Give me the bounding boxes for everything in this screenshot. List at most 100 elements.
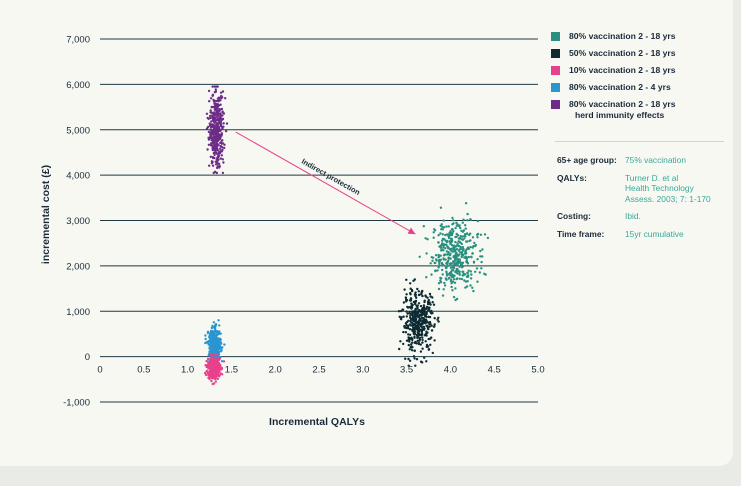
data-point [416, 339, 419, 342]
data-point [445, 225, 448, 228]
data-point [450, 285, 453, 289]
data-point [211, 85, 214, 88]
data-point [216, 364, 219, 367]
data-point [437, 320, 440, 323]
data-point [456, 263, 459, 267]
data-point [219, 141, 223, 144]
series-cloud [397, 278, 440, 367]
data-point [449, 234, 452, 237]
data-point [472, 245, 475, 248]
data-point [444, 258, 447, 261]
data-point [461, 221, 464, 224]
data-point [479, 255, 482, 258]
data-point [427, 348, 430, 351]
legend-item: 80% vaccination 2 - 18 yrs herd immunity… [551, 99, 731, 121]
y-tick-label: 2,000 [66, 261, 90, 272]
data-point [451, 289, 454, 292]
data-point [465, 285, 469, 288]
data-point [212, 359, 215, 362]
data-point [219, 99, 222, 102]
data-point [425, 334, 428, 337]
data-point [401, 308, 405, 311]
data-point [402, 301, 406, 304]
legend-label: 10% vaccination 2 - 18 yrs [569, 65, 676, 75]
data-point [405, 320, 409, 324]
data-point [404, 357, 407, 360]
data-point [459, 226, 462, 230]
data-point [445, 278, 448, 281]
data-point [406, 312, 409, 315]
data-point [437, 234, 440, 237]
data-point [415, 358, 419, 361]
data-point [212, 124, 216, 127]
data-point [217, 361, 221, 365]
data-point [220, 94, 223, 98]
data-point [213, 153, 216, 157]
data-point [459, 261, 462, 264]
data-point [474, 270, 477, 273]
data-point [215, 171, 218, 175]
data-point [222, 125, 225, 128]
data-point [205, 112, 209, 116]
data-point [416, 306, 419, 310]
data-point [213, 120, 216, 124]
data-point [476, 219, 480, 223]
data-point [217, 332, 220, 336]
data-point [399, 309, 403, 313]
data-point [404, 300, 408, 303]
data-point [210, 333, 213, 336]
data-point [461, 254, 464, 257]
data-point [447, 247, 450, 250]
annotation-label: Indirect protection [300, 157, 362, 198]
data-point [451, 228, 454, 231]
data-point [218, 166, 221, 169]
data-point [207, 89, 211, 93]
data-point [218, 152, 221, 155]
data-point [208, 365, 212, 369]
info-row: Time frame: 15yr cumulative [557, 229, 727, 240]
data-point [208, 347, 211, 350]
data-point [212, 105, 215, 109]
data-point [447, 225, 450, 228]
data-point [215, 142, 218, 145]
data-point [430, 273, 433, 276]
data-point [207, 143, 211, 146]
data-point [454, 270, 458, 273]
data-point [452, 229, 455, 233]
data-point [211, 160, 214, 164]
data-point [220, 154, 223, 157]
data-point [473, 241, 476, 245]
data-point [213, 326, 217, 330]
data-point [455, 277, 458, 281]
data-point [433, 339, 436, 342]
y-tick-label: 0 [85, 352, 90, 363]
data-point [216, 357, 220, 360]
data-point [417, 290, 420, 293]
data-point [449, 274, 452, 277]
legend-label: 80% vaccination 2 - 18 yrs herd immunity… [569, 99, 676, 121]
data-point [414, 364, 417, 367]
legend-divider [555, 141, 724, 142]
data-point [419, 304, 423, 308]
data-point [214, 360, 217, 363]
data-point [452, 278, 456, 281]
data-point [418, 293, 421, 296]
data-point [428, 292, 432, 296]
data-point [429, 322, 432, 326]
data-point [421, 294, 424, 298]
data-point [439, 281, 443, 284]
data-point [427, 315, 430, 319]
data-point [450, 276, 454, 279]
data-point [416, 311, 419, 314]
data-point [225, 122, 229, 125]
data-point [445, 233, 448, 236]
data-point [435, 258, 438, 261]
data-point [455, 224, 458, 227]
data-point [218, 340, 221, 343]
data-point [409, 345, 412, 349]
data-point [219, 338, 222, 341]
data-point [437, 287, 441, 291]
data-point [219, 157, 223, 160]
data-point [215, 85, 218, 88]
data-point [223, 146, 226, 150]
